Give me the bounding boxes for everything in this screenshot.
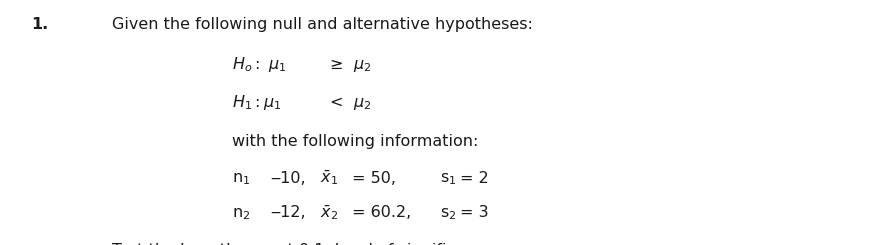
Text: $\mathit{H}_o\mathit{:}\ \mu_1$: $\mathit{H}_o\mathit{:}\ \mu_1$ xyxy=(232,55,287,74)
Text: $<$: $<$ xyxy=(326,95,343,110)
Text: 1.: 1. xyxy=(31,17,48,32)
Text: $\mathrm{n}_2$: $\mathrm{n}_2$ xyxy=(232,206,250,221)
Text: $\bar{x}_1$: $\bar{x}_1$ xyxy=(320,168,338,187)
Text: $\mathrm{s}_1$: $\mathrm{s}_1$ xyxy=(440,172,456,187)
Text: with the following information:: with the following information: xyxy=(232,134,479,149)
Text: $\mu_2$: $\mu_2$ xyxy=(353,58,371,74)
Text: $\mu_2$: $\mu_2$ xyxy=(353,96,371,111)
Text: $\geq$: $\geq$ xyxy=(326,57,343,72)
Text: ‒10,: ‒10, xyxy=(271,171,306,185)
Text: $\mathit{H}_1\mathit{:\mu_1}$: $\mathit{H}_1\mathit{:\mu_1}$ xyxy=(232,93,281,111)
Text: ‒12,: ‒12, xyxy=(271,205,306,220)
Text: = 60.2,: = 60.2, xyxy=(352,205,411,220)
Text: Test the hypotheses at 0.1  level of significance.: Test the hypotheses at 0.1 level of sign… xyxy=(112,243,499,245)
Text: = 50,: = 50, xyxy=(352,171,396,185)
Text: $\mathrm{n}_1$: $\mathrm{n}_1$ xyxy=(232,172,250,187)
Text: $\bar{x}_2$: $\bar{x}_2$ xyxy=(320,203,338,221)
Text: = 2: = 2 xyxy=(460,171,488,185)
Text: Given the following null and alternative hypotheses:: Given the following null and alternative… xyxy=(112,17,532,32)
Text: = 3: = 3 xyxy=(460,205,488,220)
Text: $\mathrm{s}_2$: $\mathrm{s}_2$ xyxy=(440,206,456,221)
